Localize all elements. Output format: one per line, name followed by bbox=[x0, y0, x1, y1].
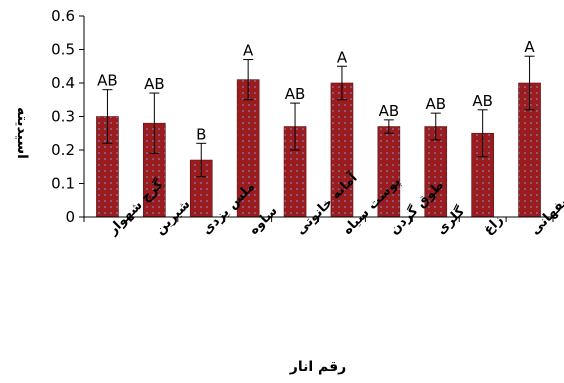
significance-label: AB bbox=[379, 102, 400, 120]
significance-label: A bbox=[524, 38, 535, 56]
significance-label: AB bbox=[285, 85, 306, 103]
significance-label: AB bbox=[425, 95, 446, 113]
y-ticks: 0 0.1 0.2 0.3 0.4 0.5 0.6 bbox=[51, 7, 554, 226]
significance-label: A bbox=[337, 48, 348, 66]
significance-labels: AB AB B A AB A AB AB AB A bbox=[97, 38, 535, 143]
y-tick-label: 0.5 bbox=[51, 41, 75, 59]
y-tick-label: 0.3 bbox=[51, 108, 75, 126]
y-tick-label: 0.2 bbox=[51, 141, 75, 159]
y-tick-label: 0 bbox=[65, 208, 75, 226]
significance-label: B bbox=[196, 125, 206, 143]
error-bars bbox=[102, 55, 535, 178]
x-axis-title: رقم انار bbox=[289, 359, 346, 375]
y-tick-label: 0.1 bbox=[51, 175, 75, 193]
bars bbox=[96, 79, 541, 218]
significance-label: AB bbox=[97, 72, 118, 90]
significance-label: A bbox=[243, 42, 254, 60]
y-tick-label: 0.6 bbox=[51, 7, 75, 25]
significance-label: AB bbox=[144, 75, 165, 93]
significance-label: AB bbox=[472, 92, 493, 110]
y-tick-label: 0.4 bbox=[51, 74, 75, 92]
y-axis-title: اسیدیته bbox=[14, 107, 30, 159]
